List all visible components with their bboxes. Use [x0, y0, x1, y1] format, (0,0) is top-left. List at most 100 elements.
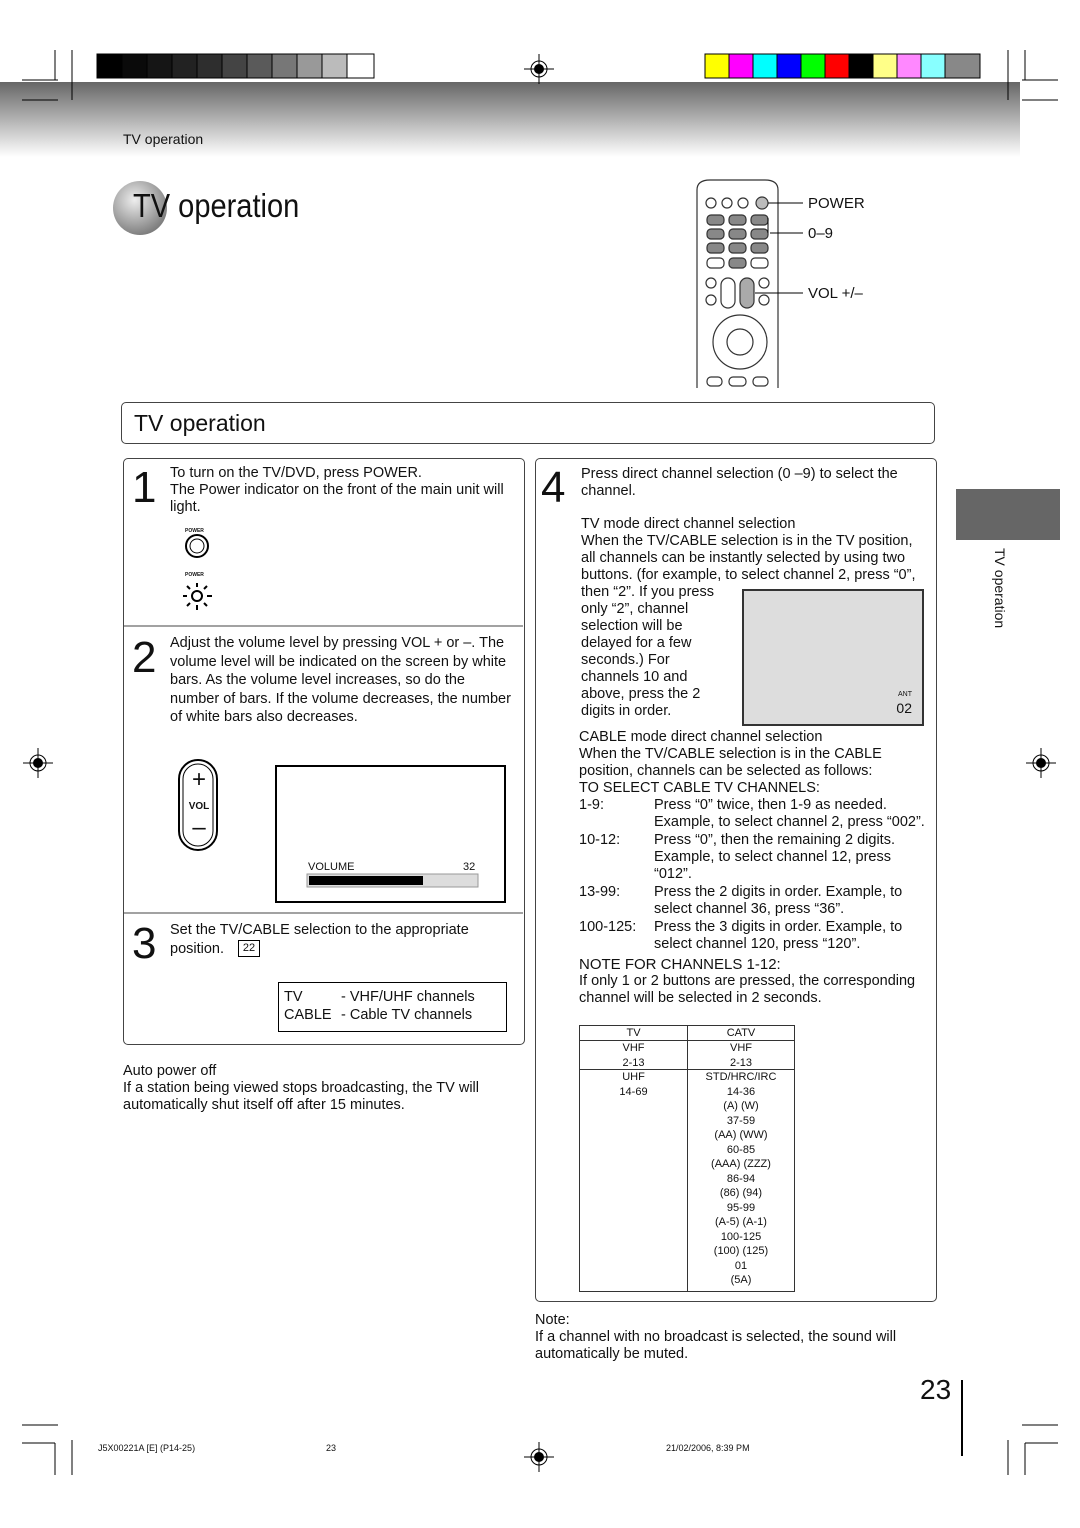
cable-mode: CABLE mode direct channel selection When… [579, 729, 931, 1007]
steps-left [123, 458, 525, 1045]
mode-desc: - VHF/UHF channels [341, 989, 475, 1005]
list-heading: TO SELECT CABLE TV CHANNELS: [579, 780, 820, 796]
table-cell: 2-13 [729, 1056, 753, 1069]
table-cell: VHF [622, 1042, 645, 1054]
step-number: 3 [132, 919, 157, 968]
screen-label: VOLUME [308, 861, 355, 873]
list-item: 100-125: Press the 3 digits in order. Exa… [579, 919, 931, 953]
channel-range: 1-9: [579, 797, 604, 813]
table-cell: 86-94 [726, 1172, 756, 1185]
paragraph: Adjust the volume level by pressing VOL … [170, 635, 511, 725]
paragraph: To turn on the TV/DVD, press POWER. [170, 465, 422, 481]
cable-list: 1-9: Press “0” twice, then 1-9 as needed.… [579, 797, 931, 953]
table-cell: (100) (125) [713, 1245, 769, 1257]
section-heading: TV operation [134, 410, 266, 436]
step-text: Press direct channel selection (0 –9) to… [581, 466, 911, 500]
footer-page: 23 [326, 1443, 337, 1453]
button-label: – [192, 814, 206, 841]
note-heading: NOTE FOR CHANNELS 1-12: [579, 956, 781, 973]
section-heading-box: TV operation [121, 402, 935, 444]
remote-label: VOL +/– [808, 285, 863, 302]
paragraph: Press direct channel selection (0 –9) to… [581, 466, 898, 499]
paragraph: Set the TV/CABLE selection to the approp… [170, 922, 469, 957]
button-label: VOL [188, 801, 210, 812]
table-cell: 95-99 [726, 1201, 756, 1214]
table-cell: 100-125 [720, 1230, 762, 1243]
list-item: 10-12: Press “0”, then the remaining 2 di… [579, 832, 931, 883]
footer-code: J5X00221A [E] (P14-25) [98, 1443, 196, 1453]
page-title: TV operation [133, 187, 300, 224]
column-header: TV [626, 1027, 641, 1039]
row-divider [580, 1040, 794, 1041]
screen-value: 32 [463, 861, 476, 873]
steps-right [535, 458, 937, 1302]
paragraph: If a channel with no broadcast is select… [535, 1329, 897, 1362]
header-section: TV operation [123, 131, 204, 147]
remote-label: 0–9 [808, 225, 834, 242]
table-cell: VHF [730, 1042, 752, 1054]
step-text: Set the TV/CABLE selection to the approp… [170, 921, 500, 959]
icon-label: POWER [185, 572, 204, 578]
paragraph: When the TV/CABLE selection is in the CA… [579, 746, 882, 779]
side-tab: TV operation [992, 548, 1008, 629]
mode-name: TV [284, 989, 303, 1005]
footer-timestamp: 21/02/2006, 8:39 PM [666, 1443, 750, 1453]
table-cell: 14-36 [726, 1085, 756, 1098]
step-text: To turn on the TV/DVD, press POWER. The … [170, 465, 515, 516]
mode-desc: - Cable TV channels [341, 1007, 473, 1023]
button-label: + [191, 766, 206, 793]
list-item: 13-99: Press the 2 digits in order. Examp… [579, 884, 931, 918]
screen-input: ANT [898, 691, 912, 698]
paragraph: The Power indicator on the front of the … [170, 482, 504, 515]
table-cell: (A) (W) [723, 1100, 759, 1112]
step-number: 2 [132, 633, 157, 682]
table-cell: 2-13 [622, 1056, 645, 1069]
channel-range: 13-99: [579, 884, 621, 900]
channel-screen: ANT 02 [742, 589, 924, 726]
table-cell: 37-59 [726, 1114, 756, 1127]
modes-box: TV - VHF/UHF channels CABLE - Cable TV chan… [278, 982, 507, 1032]
paragraph: If a station being viewed stops broadcas… [123, 1080, 479, 1113]
icon-label: POWER [185, 528, 204, 534]
page-ref: 22 [238, 940, 260, 957]
heading: TV mode direct channel selection [581, 516, 796, 532]
note-text: If only 1 or 2 buttons are pressed, the … [579, 973, 916, 1006]
step-number: 1 [132, 463, 157, 512]
instruction: Press “0” twice, then 1-9 as needed. Exa… [654, 797, 925, 830]
row-divider [580, 1069, 794, 1070]
channel-range: 10-12: [579, 832, 621, 848]
step-number: 4 [541, 463, 566, 512]
table-cell: 14-69 [619, 1085, 648, 1098]
page-number: 23 [920, 1374, 952, 1405]
table-cell: (86) (94) [719, 1187, 763, 1199]
table-cell: 60-85 [726, 1143, 756, 1156]
heading: Note: [535, 1312, 570, 1328]
column-divider [687, 1026, 688, 1291]
channel-range: 100-125: [579, 919, 637, 935]
screen-channel: 02 [896, 700, 912, 716]
auto-power-off: Auto power off If a station being viewed… [123, 1063, 513, 1114]
remote-label: POWER [808, 195, 865, 212]
table-cell: UHF [622, 1071, 645, 1083]
channel-table: TV VHF 2-13 UHF 14-69 CATV VHF 2-13 STD/HRC/IRC 1… [579, 1025, 795, 1292]
note: Note: If a channel with no broadcast is … [535, 1312, 935, 1363]
list-item: 1-9: Press “0” twice, then 1-9 as needed.… [579, 797, 931, 831]
step-text: Adjust the volume level by pressing VOL … [170, 634, 515, 727]
table-cell: 01 [734, 1259, 748, 1272]
instruction: Press the 3 digits in order. Example, to… [654, 919, 903, 952]
table-cell: (A-5) (A-1) [715, 1216, 767, 1228]
table-cell: (AA) (WW) [714, 1129, 768, 1141]
column-header: CATV [726, 1027, 756, 1039]
table-cell: STD/HRC/IRC [705, 1071, 777, 1083]
mode-name: CABLE [284, 1007, 332, 1023]
table-cell: (AAA) (ZZZ) [711, 1158, 771, 1170]
paragraph: When the TV/CABLE selection is in the TV… [581, 533, 916, 719]
table-cell: (5A) [730, 1274, 752, 1286]
tv-mode: TV mode direct channel selection ANT 02 … [581, 516, 924, 732]
heading: CABLE mode direct channel selection [579, 729, 823, 745]
instruction: Press “0”, then the remaining 2 digits. … [654, 832, 895, 882]
heading: Auto power off [123, 1063, 217, 1079]
instruction: Press the 2 digits in order. Example, to… [654, 884, 903, 917]
